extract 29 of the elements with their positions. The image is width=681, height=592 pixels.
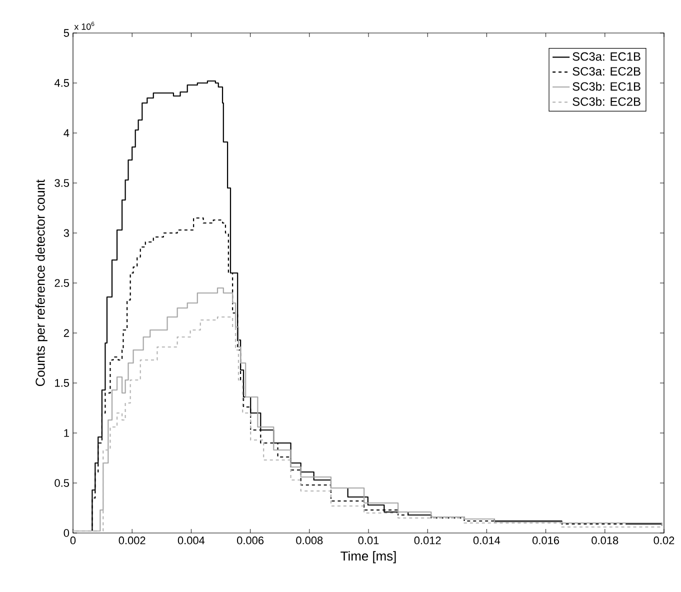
x-tick-label: 0.006 xyxy=(237,536,264,544)
x-tick-label: 0 xyxy=(70,536,76,544)
y-tick-label: 2.5 xyxy=(54,279,70,287)
y-tick-label: 2 xyxy=(64,329,69,337)
x-axis-title: Time [ms] xyxy=(340,551,396,564)
x-tick-label: 0.014 xyxy=(473,536,500,544)
y-tick-label: 3.5 xyxy=(54,179,70,187)
y-tick-label: 1.5 xyxy=(55,379,70,387)
y-tick-label: 1 xyxy=(64,429,69,437)
x-tick-label: 0.01 xyxy=(358,536,379,544)
x-tick-label: 0.004 xyxy=(178,536,205,544)
x-tick-label: 0.018 xyxy=(592,536,618,544)
x-tick-label: 0.02 xyxy=(654,536,674,544)
legend-label: SC3a: EC2B xyxy=(572,67,640,76)
x-tick-label: 0.002 xyxy=(118,536,146,544)
x-tick-label: 0.016 xyxy=(532,536,560,544)
text: x 10$^{6}$ xyxy=(74,22,94,30)
y-tick-label: 0 xyxy=(64,529,70,537)
legend-label: SC3a: EC1B xyxy=(572,52,640,61)
legend-label: SC3b: EC1B xyxy=(572,82,640,91)
x-tick-label: 0.012 xyxy=(414,536,441,544)
y-axis-title: Counts per reference detector count xyxy=(35,179,48,386)
legend-label: SC3b: EC2B xyxy=(572,97,640,106)
y-tick-label: 4 xyxy=(64,129,70,137)
y-tick-label: 0.5 xyxy=(54,479,70,487)
y-tick-label: 4.5 xyxy=(54,79,70,87)
x-tick-label: 0.008 xyxy=(296,536,323,544)
y-tick-label: 3 xyxy=(64,229,69,237)
y-tick-label: 5 xyxy=(64,29,70,37)
